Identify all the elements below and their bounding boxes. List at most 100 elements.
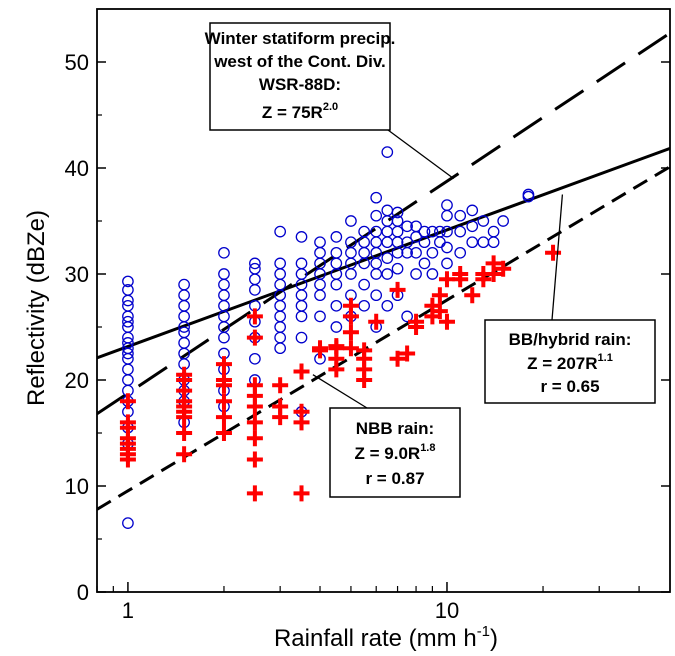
plus-point bbox=[342, 340, 359, 357]
circle-point bbox=[314, 236, 326, 249]
plus-point bbox=[399, 345, 416, 362]
circle-point bbox=[274, 310, 287, 323]
circle-point bbox=[218, 278, 230, 291]
plus-point bbox=[215, 356, 232, 373]
annotation-bb-r: r = 0.65 bbox=[540, 377, 599, 396]
circle-point bbox=[426, 225, 439, 238]
circle-point bbox=[418, 257, 431, 270]
plus-point bbox=[246, 485, 263, 502]
circle-point bbox=[330, 278, 343, 291]
fit-line-solid bbox=[97, 146, 670, 360]
plus-point bbox=[272, 398, 289, 415]
annotation-bb-formula: Z = 207R1.1 bbox=[527, 352, 613, 373]
plus-point bbox=[495, 260, 512, 277]
axis-ticks: 0 10 20 30 40 50 1 10 bbox=[65, 50, 670, 623]
circle-point bbox=[314, 278, 326, 291]
circle-point bbox=[122, 299, 134, 312]
circle-point bbox=[274, 299, 287, 312]
annotation-nbb-line-1: NBB rain: bbox=[356, 419, 434, 438]
circle-point bbox=[295, 331, 308, 344]
plus-point bbox=[545, 244, 562, 261]
plus-point bbox=[431, 287, 448, 304]
circle-point bbox=[441, 257, 453, 270]
circle-point bbox=[466, 220, 479, 233]
plus-point bbox=[293, 403, 310, 420]
circle-point bbox=[381, 268, 394, 280]
circle-point bbox=[370, 225, 383, 238]
x-axis-label-close: ) bbox=[490, 625, 498, 652]
annotation-bb-line-1: BB/hybrid rain: bbox=[509, 330, 632, 349]
plus-point bbox=[246, 414, 263, 431]
circle-point bbox=[249, 273, 261, 286]
circle-point bbox=[410, 220, 422, 233]
circle-point bbox=[358, 246, 370, 259]
circle-point bbox=[441, 199, 453, 211]
circle-point bbox=[381, 299, 394, 312]
circle-point bbox=[122, 315, 134, 328]
plot-frame bbox=[96, 8, 671, 593]
plus-point bbox=[246, 308, 263, 325]
plus-point bbox=[389, 281, 406, 298]
x-axis-label-main: Rainfall rate (mm h bbox=[274, 625, 477, 652]
circle-point bbox=[274, 321, 287, 333]
circle-point bbox=[122, 337, 134, 349]
circle-point bbox=[454, 209, 467, 222]
circle-point bbox=[249, 262, 261, 275]
circle-point bbox=[274, 257, 287, 270]
annotation-winter-line-3: WSR-88D: bbox=[259, 75, 341, 94]
circle-point bbox=[466, 204, 479, 217]
plus-point bbox=[312, 340, 329, 357]
circle-point bbox=[314, 246, 326, 259]
y-tick-label: 50 bbox=[65, 50, 89, 75]
circle-point bbox=[381, 204, 394, 217]
circle-point bbox=[441, 241, 453, 254]
plus-point bbox=[246, 377, 263, 394]
annotation-pointers bbox=[312, 129, 564, 409]
annotation-winter-formula: Z = 75R2.0 bbox=[262, 101, 338, 122]
circle-point bbox=[391, 206, 404, 219]
plus-point bbox=[368, 313, 385, 330]
circle-point bbox=[295, 257, 308, 270]
circle-point bbox=[426, 268, 439, 280]
circle-point bbox=[370, 268, 383, 280]
circle-point bbox=[122, 374, 134, 386]
circle-point bbox=[295, 299, 308, 312]
circle-point bbox=[418, 225, 431, 238]
circle-point bbox=[178, 326, 190, 339]
circle-point bbox=[487, 236, 500, 249]
circle-point bbox=[477, 215, 490, 227]
x-axis-label-exponent: -1 bbox=[477, 623, 490, 640]
circle-point bbox=[381, 146, 394, 158]
circle-point bbox=[314, 310, 326, 323]
circle-point bbox=[330, 246, 343, 259]
circle-point bbox=[178, 278, 190, 291]
plus-point bbox=[438, 313, 455, 330]
circle-point bbox=[466, 236, 479, 249]
circle-point bbox=[345, 246, 357, 259]
circle-point bbox=[345, 268, 357, 280]
circle-point bbox=[487, 225, 500, 238]
plus-point bbox=[119, 414, 136, 431]
circle-point bbox=[370, 289, 383, 302]
circle-point bbox=[249, 352, 261, 365]
plus-point bbox=[215, 372, 232, 388]
y-tick-label: 0 bbox=[77, 580, 89, 605]
plus-point bbox=[342, 297, 359, 314]
circle-point bbox=[295, 310, 308, 323]
plus-point bbox=[293, 363, 310, 380]
circle-point bbox=[410, 268, 422, 280]
plus-point bbox=[215, 393, 232, 410]
x-axis-label: Rainfall rate (mm h-1) bbox=[274, 623, 498, 652]
pointer-nbb bbox=[312, 374, 368, 409]
circle-point bbox=[391, 225, 404, 238]
circle-point bbox=[330, 299, 343, 312]
plus-point bbox=[246, 329, 263, 346]
plus-point bbox=[356, 342, 373, 359]
circle-point bbox=[274, 342, 287, 355]
fit-line-long-dash bbox=[97, 31, 670, 416]
circle-point bbox=[218, 299, 230, 312]
annotation-nbb-r: r = 0.87 bbox=[365, 469, 424, 488]
pointer-winter bbox=[387, 129, 455, 180]
fit-lines bbox=[97, 31, 670, 511]
plus-point bbox=[176, 425, 193, 441]
